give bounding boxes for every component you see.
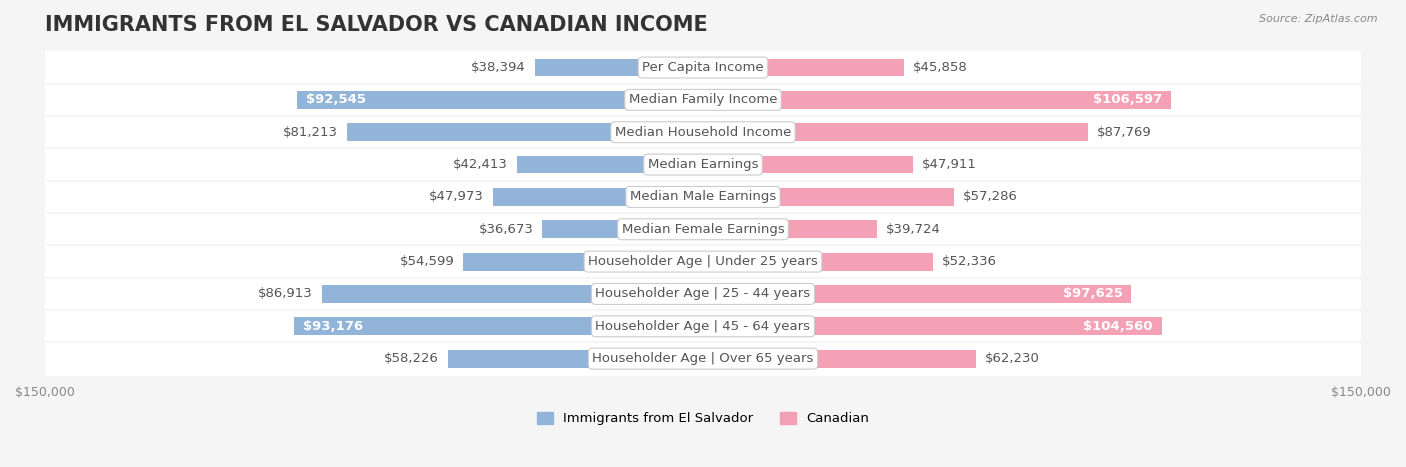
Text: Householder Age | 25 - 44 years: Householder Age | 25 - 44 years	[595, 288, 811, 300]
Text: $52,336: $52,336	[942, 255, 997, 268]
Text: Source: ZipAtlas.com: Source: ZipAtlas.com	[1260, 14, 1378, 24]
Bar	[703, 91, 1171, 109]
Text: Median Male Earnings: Median Male Earnings	[630, 191, 776, 204]
Text: $39,724: $39,724	[886, 223, 941, 236]
Text: Householder Age | Over 65 years: Householder Age | Over 65 years	[592, 352, 814, 365]
Bar	[322, 285, 703, 303]
Bar	[492, 188, 703, 206]
Bar	[45, 246, 1361, 278]
Bar	[347, 123, 703, 141]
Text: $58,226: $58,226	[384, 352, 439, 365]
Bar	[703, 350, 976, 368]
Bar	[45, 310, 1361, 342]
Text: $36,673: $36,673	[478, 223, 533, 236]
Bar	[703, 188, 955, 206]
Bar	[703, 285, 1132, 303]
Text: Median Female Earnings: Median Female Earnings	[621, 223, 785, 236]
Text: $47,911: $47,911	[922, 158, 977, 171]
Text: Median Household Income: Median Household Income	[614, 126, 792, 139]
Bar	[534, 59, 703, 77]
Text: IMMIGRANTS FROM EL SALVADOR VS CANADIAN INCOME: IMMIGRANTS FROM EL SALVADOR VS CANADIAN …	[45, 15, 707, 35]
Text: $47,973: $47,973	[429, 191, 484, 204]
Bar	[703, 253, 932, 270]
Text: $54,599: $54,599	[399, 255, 454, 268]
Bar	[517, 156, 703, 173]
Bar	[703, 220, 877, 238]
Bar	[45, 213, 1361, 246]
Bar	[45, 181, 1361, 213]
Bar	[45, 116, 1361, 149]
Legend: Immigrants from El Salvador, Canadian: Immigrants from El Salvador, Canadian	[537, 412, 869, 425]
Text: $106,597: $106,597	[1092, 93, 1161, 106]
Text: $57,286: $57,286	[963, 191, 1018, 204]
Text: $92,545: $92,545	[305, 93, 366, 106]
Bar	[703, 59, 904, 77]
Bar	[447, 350, 703, 368]
Text: $104,560: $104,560	[1084, 320, 1153, 333]
Text: $86,913: $86,913	[259, 288, 314, 300]
Text: Median Family Income: Median Family Income	[628, 93, 778, 106]
Text: Householder Age | 45 - 64 years: Householder Age | 45 - 64 years	[596, 320, 810, 333]
Text: $45,858: $45,858	[912, 61, 967, 74]
Bar	[703, 318, 1161, 335]
Text: Per Capita Income: Per Capita Income	[643, 61, 763, 74]
Text: Median Earnings: Median Earnings	[648, 158, 758, 171]
Bar	[297, 91, 703, 109]
Bar	[464, 253, 703, 270]
Bar	[45, 149, 1361, 181]
Bar	[703, 123, 1088, 141]
Text: $62,230: $62,230	[984, 352, 1039, 365]
Bar	[45, 84, 1361, 116]
Text: $42,413: $42,413	[453, 158, 508, 171]
Bar	[45, 278, 1361, 310]
Bar	[45, 342, 1361, 375]
Text: $38,394: $38,394	[471, 61, 526, 74]
Text: Householder Age | Under 25 years: Householder Age | Under 25 years	[588, 255, 818, 268]
Bar	[294, 318, 703, 335]
Text: $93,176: $93,176	[304, 320, 363, 333]
Bar	[543, 220, 703, 238]
Text: $97,625: $97,625	[1063, 288, 1122, 300]
Bar	[45, 51, 1361, 84]
Text: $87,769: $87,769	[1097, 126, 1152, 139]
Bar	[703, 156, 912, 173]
Text: $81,213: $81,213	[283, 126, 337, 139]
